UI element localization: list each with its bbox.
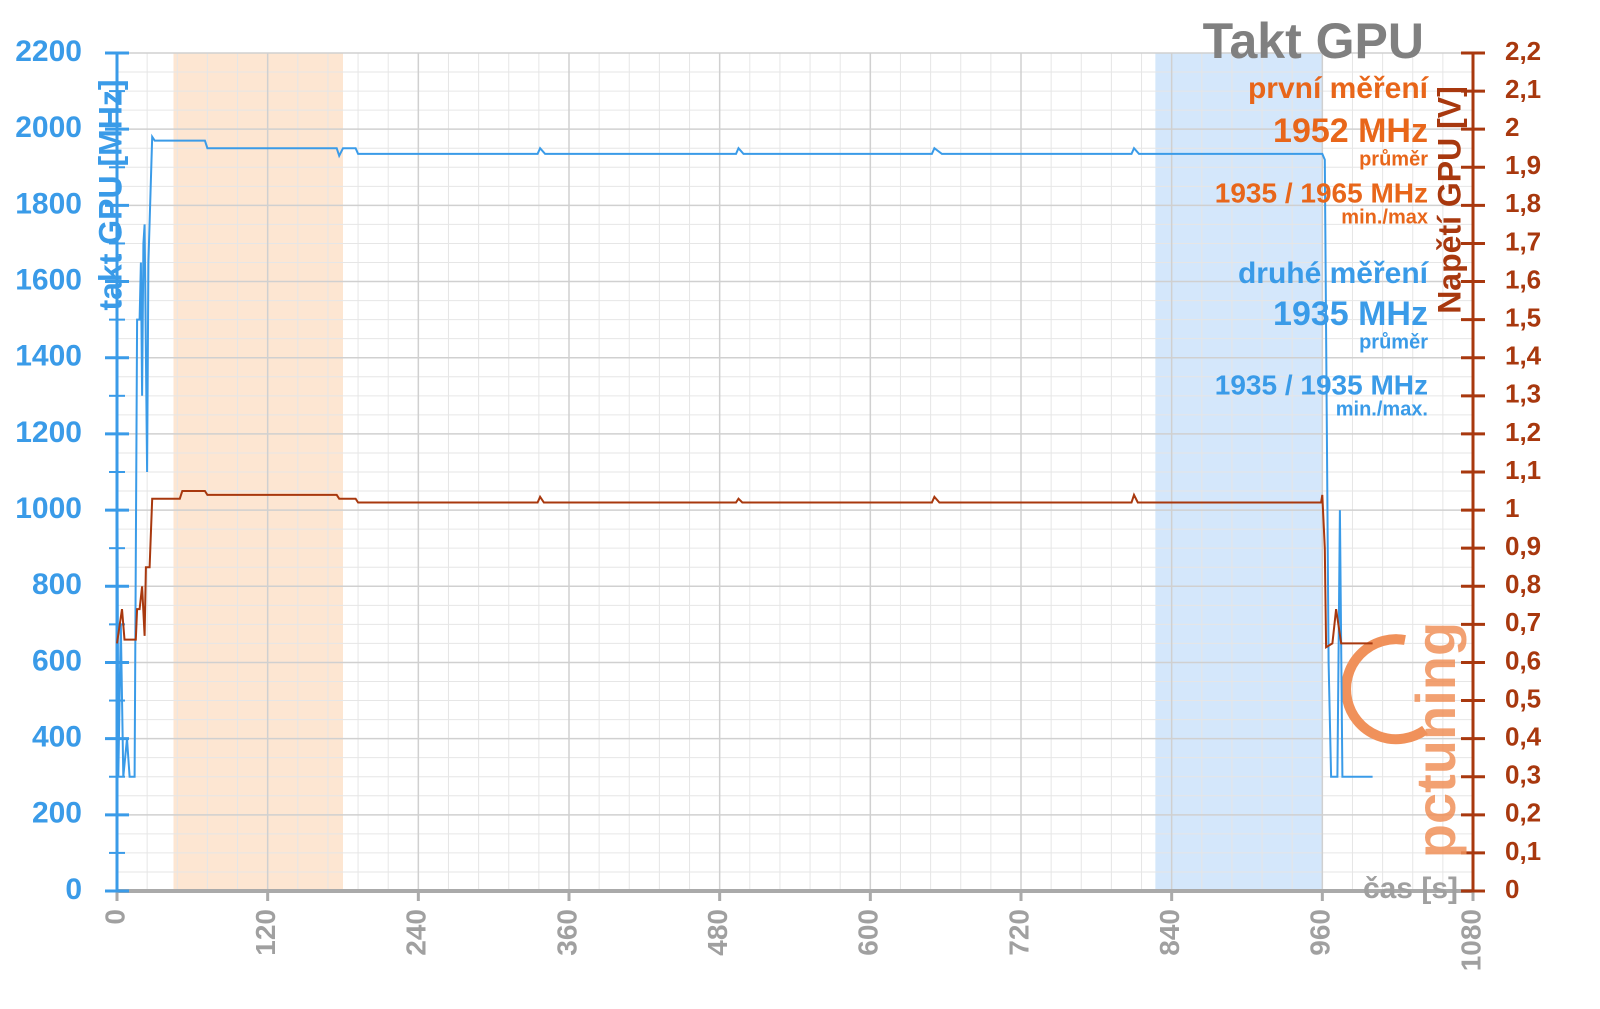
y2-tick-label: 1,8 [1505,188,1541,218]
y2-tick-label: 0,1 [1505,836,1541,866]
logo-gauge [1341,634,1428,745]
y2-tick-label: 1 [1505,493,1519,523]
y-tick-label: 2200 [15,35,82,68]
y2-tick-label: 2,2 [1505,36,1541,66]
x-tick-label: 240 [401,909,432,956]
y2-axis-label: Napětí GPU [V] [1431,86,1467,314]
annotation: 1935 / 1935 MHz [1215,369,1428,400]
annotation: 1935 / 1965 MHz [1215,177,1428,208]
annotation: průměr [1359,331,1428,353]
y2-tick-label: 0,9 [1505,531,1541,561]
series-line [116,490,1373,649]
y2-tick-label: 1,1 [1505,455,1541,485]
y2-tick-label: 2,1 [1505,74,1541,104]
y2-tick-label: 0,3 [1505,760,1541,790]
y2-tick-label: 1,3 [1505,379,1541,409]
x-tick-label: 360 [551,909,582,956]
y-tick-label: 400 [32,721,82,754]
annotation: 1935 MHz [1273,295,1428,333]
y-tick-label: 0 [65,873,82,906]
y2-tick-label: 2 [1505,112,1519,142]
y2-tick-label: 0,4 [1505,722,1542,752]
y2-tick-label: 0 [1505,874,1519,904]
y-tick-label: 600 [32,644,82,677]
y-tick-label: 800 [32,568,82,601]
annotation: průměr [1359,148,1428,170]
x-tick-label: 840 [1154,909,1185,956]
y2-tick-label: 0,2 [1505,798,1541,828]
x-tick-label: 720 [1003,909,1034,956]
x-tick-label: 960 [1305,909,1336,956]
series-line [116,133,1373,778]
x-tick-label: 480 [702,909,733,956]
y-tick-label: 2000 [15,111,82,144]
y2-tick-label: 1,5 [1505,303,1541,333]
y2-tick-label: 0,6 [1505,645,1541,675]
x-tick-label: 600 [853,909,884,956]
y-tick-label: 1800 [15,187,82,220]
y2-tick-label: 1,4 [1505,341,1542,371]
y2-tick-label: 0,5 [1505,683,1541,713]
x-axis-label: čas [s] [1363,872,1458,905]
y-axis-label: takt GPU [MHz] [92,79,128,310]
y-tick-label: 1600 [15,263,82,296]
x-tick-label: 1080 [1455,909,1486,971]
y2-tick-label: 1,9 [1505,150,1541,180]
y-tick-label: 1200 [15,416,82,449]
y2-tick-label: 0,7 [1505,607,1541,637]
y2-tick-label: 1,6 [1505,264,1541,294]
chart-title: Takt GPU [1203,13,1424,69]
y-tick-label: 200 [32,797,82,830]
annotation: min./max. [1336,398,1428,420]
y2-tick-label: 1,7 [1505,226,1541,256]
y-tick-label: 1000 [15,492,82,525]
annotation: min./max [1341,206,1428,228]
x-tick-label: 0 [99,909,130,925]
annotation: druhé měření [1238,257,1430,290]
y2-tick-label: 0,8 [1505,569,1541,599]
y2-tick-label: 1,2 [1505,417,1541,447]
annotation: 1952 MHz [1273,112,1428,150]
annotation: první měření [1248,72,1430,105]
x-tick-label: 120 [250,909,281,956]
y-tick-label: 1400 [15,340,82,373]
